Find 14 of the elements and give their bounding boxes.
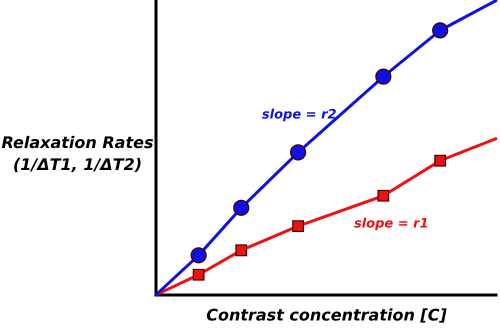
point [434,154,446,167]
point [292,220,304,232]
annotation: slope = r1 [354,216,429,232]
y-axis-title: Relaxation Rates (1/ΔT1, 1/ΔT2) [0,132,154,176]
annotation: slope = r2 [262,107,337,122]
point [235,244,248,256]
x-axis-title: Contrast concentration [C] [206,306,448,325]
point [233,200,250,216]
point [432,22,448,38]
point [192,268,205,281]
point [375,68,392,85]
point [290,144,306,161]
point [190,247,207,264]
point [377,190,390,202]
